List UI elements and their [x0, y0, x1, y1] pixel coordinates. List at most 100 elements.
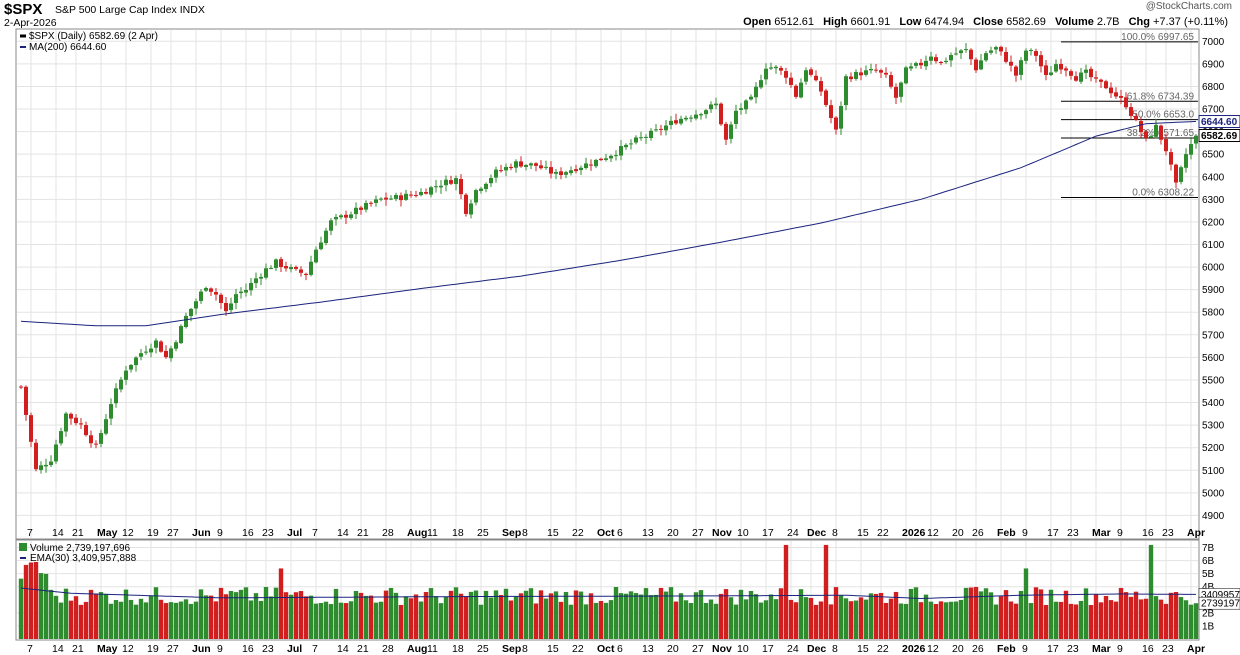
volume-bar	[833, 587, 839, 639]
volume-bar	[948, 601, 954, 639]
candle-body	[594, 159, 598, 167]
volume-bar	[823, 544, 829, 639]
candle-body	[904, 67, 908, 84]
candle-body	[1149, 136, 1153, 138]
candle-body	[79, 423, 83, 425]
volume-bar	[63, 588, 69, 639]
candle-body	[1064, 68, 1068, 71]
volume-bar	[548, 593, 554, 639]
volume-bar	[668, 587, 674, 639]
candle-body	[399, 195, 403, 201]
candle-body	[1159, 125, 1163, 140]
candle-body	[1184, 154, 1188, 168]
candle-body	[1114, 92, 1118, 97]
volume-date-tick-label: 22	[877, 643, 889, 655]
date-tick-label: 17	[762, 527, 774, 539]
volume-bar	[483, 590, 489, 639]
volume-bar	[938, 601, 944, 639]
volume-bar	[93, 594, 99, 639]
volume-date-tick-label: 24	[787, 643, 799, 655]
ema30-line	[20, 587, 1196, 600]
volume-bar	[768, 594, 774, 639]
candle-body	[1009, 61, 1013, 66]
volume-bar	[273, 587, 279, 639]
candle-body	[254, 278, 258, 284]
volume-date-tick-label: Aug	[407, 643, 427, 655]
candle-body	[534, 163, 538, 166]
volume-bar	[1048, 589, 1054, 639]
volume-bar	[338, 602, 344, 639]
price-tag-box	[1198, 129, 1240, 143]
volume-bar	[683, 600, 689, 639]
volume-bar	[613, 586, 619, 639]
candle-body	[49, 461, 53, 466]
volume-bar	[883, 602, 889, 639]
candle-body	[659, 128, 663, 130]
volume-date-tick-label: 27	[692, 643, 704, 655]
candle-body	[874, 69, 878, 71]
date-tick-label: Sep	[502, 527, 521, 539]
price-tick-label: 6300	[1202, 195, 1225, 206]
date-tick-label: 21	[357, 527, 369, 539]
candle-body	[684, 117, 688, 120]
chg-label: Chg	[1128, 16, 1150, 28]
volume-bar	[718, 593, 724, 639]
candle-body	[74, 417, 78, 424]
volume-date-tick-label: Jul	[287, 643, 302, 655]
volume-bar	[913, 587, 919, 639]
volume-bar	[148, 595, 154, 639]
candle-body	[69, 413, 73, 419]
candle-body	[939, 61, 943, 64]
date-tick-label: 23	[262, 527, 274, 539]
price-tick-label: 5500	[1202, 375, 1225, 386]
candle-body	[1054, 64, 1058, 72]
volume-bar	[903, 603, 909, 639]
candle-body	[1109, 87, 1113, 94]
volume-bar	[1078, 600, 1084, 639]
candle-body	[854, 71, 858, 79]
price-legend: $SPX (Daily) 6582.69 (2 Apr)MA(200) 6644…	[20, 31, 158, 53]
candle-body	[914, 63, 918, 66]
volume-bar	[658, 587, 664, 639]
volume-date-tick-label: 20	[952, 643, 964, 655]
volume-bar	[438, 603, 444, 639]
volume-date-tick-label: 22	[572, 643, 584, 655]
candle-body	[324, 230, 328, 243]
volume-bar	[443, 596, 449, 639]
volume-bar	[758, 602, 764, 639]
volume-bar	[1038, 589, 1044, 639]
candle-body	[959, 50, 963, 54]
date-tick-label: 13	[642, 527, 654, 539]
volume-bar	[493, 590, 499, 639]
volume-date-tick-label: 7	[312, 643, 318, 655]
candle-body	[1089, 68, 1093, 78]
candle-body	[1119, 95, 1123, 98]
candle-body	[229, 303, 233, 311]
volume-bar	[748, 590, 754, 639]
volume-date-tick-label: 26	[972, 643, 984, 655]
legend-swatch-volume	[19, 543, 27, 551]
volume-bar	[988, 592, 994, 639]
candle-body	[419, 191, 423, 196]
price-tag-box	[1198, 115, 1240, 129]
candle-body	[769, 67, 773, 69]
price-tick-label: 6200	[1202, 217, 1225, 228]
volume-bar	[1068, 603, 1074, 639]
candle-body	[494, 169, 498, 178]
volume-date-tick-label: 9	[1117, 643, 1123, 655]
volume-date-tick-label: 21	[72, 643, 84, 655]
volume-bar	[1163, 603, 1169, 639]
price-tick-label: 4900	[1202, 511, 1225, 522]
volume-bar	[263, 587, 269, 639]
volume-date-tick-label: 20	[667, 643, 679, 655]
volume-bar	[1193, 603, 1199, 639]
candle-body	[839, 106, 843, 129]
volume-bar	[598, 600, 604, 639]
candle-body	[604, 158, 608, 160]
volume-bar	[513, 596, 519, 639]
candle-body	[394, 195, 398, 199]
volume-bar	[828, 604, 834, 639]
legend-volume: Volume 2,739,197,696	[30, 543, 131, 554]
volume-bar	[448, 590, 454, 639]
